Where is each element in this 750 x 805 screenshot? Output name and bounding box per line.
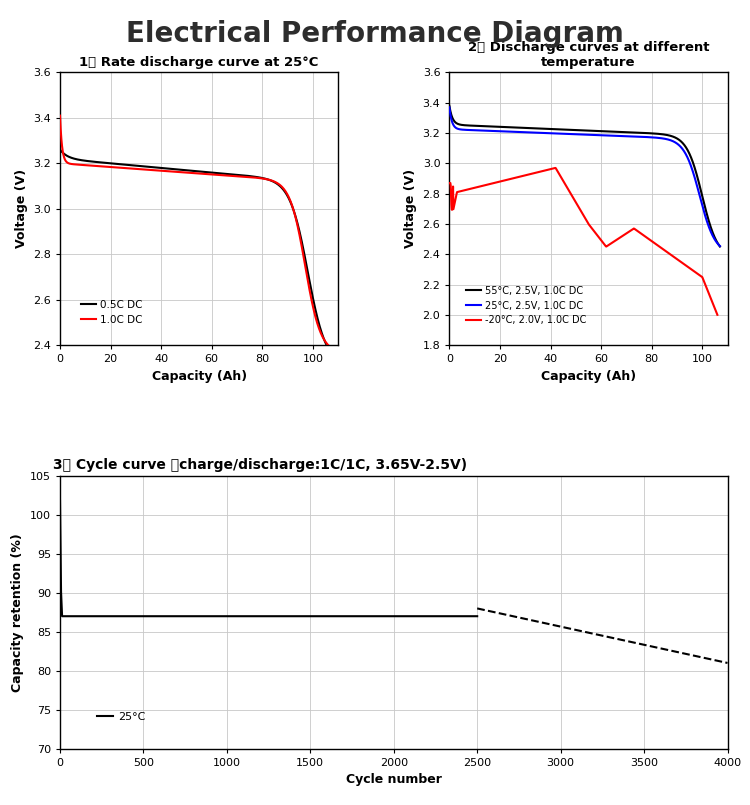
0.5C DC [326,347,335,357]
0.5C DC [72,155,81,164]
X-axis label: Cycle number: Cycle number [346,774,442,786]
-20°C, 2.0V, 1.0C DC [649,237,658,247]
55°C, 2.5V, 1.0C DC [461,121,470,130]
25°C, 2.5V, 1.0C DC [461,125,470,134]
Title: 1、 Rate discharge curve at 25°C: 1、 Rate discharge curve at 25°C [80,56,319,68]
55°C, 2.5V, 1.0C DC [617,127,626,137]
Text: 3、 Cycle curve （charge/discharge:1C/1C, 3.65V-2.5V): 3、 Cycle curve （charge/discharge:1C/1C, … [53,458,467,472]
1.0C DC [72,159,81,169]
55°C, 2.5V, 1.0C DC [445,101,454,110]
X-axis label: Capacity (Ah): Capacity (Ah) [152,369,247,382]
Y-axis label: Voltage (V): Voltage (V) [14,169,28,249]
0.5C DC [289,204,298,213]
-20°C, 2.0V, 1.0C DC [550,163,560,173]
Y-axis label: Capacity retention (%): Capacity retention (%) [11,533,25,691]
25°C, 2.5V, 1.0C DC [617,131,626,141]
25°C [472,611,482,621]
1.0C DC [220,171,229,180]
-20°C, 2.0V, 1.0C DC [461,185,470,195]
25°C [193,611,202,621]
-20°C, 2.0V, 1.0C DC [608,237,617,247]
25°C, 2.5V, 1.0C DC [650,133,659,142]
55°C, 2.5V, 1.0C DC [609,126,618,136]
Legend: 55°C, 2.5V, 1.0C DC, 25°C, 2.5V, 1.0C DC, -20°C, 2.0V, 1.0C DC: 55°C, 2.5V, 1.0C DC, 25°C, 2.5V, 1.0C DC… [463,282,590,329]
1.0C DC [228,171,237,180]
Legend: 0.5C DC, 1.0C DC: 0.5C DC, 1.0C DC [76,295,147,329]
1.0C DC [289,204,298,213]
1.0C DC [261,174,270,184]
-20°C, 2.0V, 1.0C DC [713,310,722,320]
25°C, 2.5V, 1.0C DC [445,102,454,112]
0.5C DC [220,169,229,179]
-20°C, 2.0V, 1.0C DC [676,257,685,266]
Line: 0.5C DC: 0.5C DC [60,150,331,352]
0.5C DC [56,145,64,155]
55°C, 2.5V, 1.0C DC [678,138,687,147]
25°C, 2.5V, 1.0C DC [678,144,687,154]
Text: Electrical Performance Diagram: Electrical Performance Diagram [126,20,624,48]
25°C [222,611,231,621]
Title: 2、 Discharge curves at different
temperature: 2、 Discharge curves at different tempera… [468,40,710,68]
0.5C DC [261,174,270,184]
55°C, 2.5V, 1.0C DC [602,126,611,136]
Line: 25°C: 25°C [60,501,477,616]
25°C [360,611,369,621]
-20°C, 2.0V, 1.0C DC [445,178,454,188]
Y-axis label: Voltage (V): Voltage (V) [404,169,417,249]
25°C, 2.5V, 1.0C DC [602,130,611,140]
X-axis label: Capacity (Ah): Capacity (Ah) [541,369,636,382]
55°C, 2.5V, 1.0C DC [716,242,724,251]
Line: -20°C, 2.0V, 1.0C DC: -20°C, 2.0V, 1.0C DC [449,168,718,315]
25°C [319,611,328,621]
1.0C DC [56,111,64,121]
-20°C, 2.0V, 1.0C DC [601,241,610,250]
55°C, 2.5V, 1.0C DC [650,129,659,138]
0.5C DC [228,170,237,180]
25°C [358,611,367,621]
Line: 55°C, 2.5V, 1.0C DC: 55°C, 2.5V, 1.0C DC [449,105,720,246]
Line: 1.0C DC: 1.0C DC [60,116,331,347]
25°C [56,496,64,506]
25°C, 2.5V, 1.0C DC [716,242,724,251]
1.0C DC [212,170,221,180]
-20°C, 2.0V, 1.0C DC [616,233,625,242]
0.5C DC [212,168,221,178]
25°C [58,611,67,621]
1.0C DC [326,342,335,352]
25°C, 2.5V, 1.0C DC [609,131,618,141]
Legend: 25°C: 25°C [92,708,150,727]
Line: 25°C, 2.5V, 1.0C DC: 25°C, 2.5V, 1.0C DC [449,107,720,246]
25°C [106,611,116,621]
